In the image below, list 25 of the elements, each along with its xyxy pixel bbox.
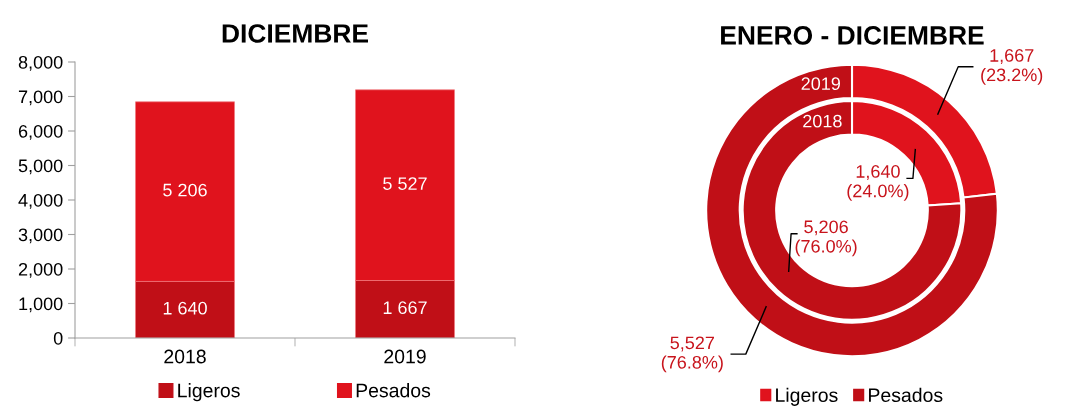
- y-tick-label: 5,000: [18, 159, 63, 175]
- y-tick-label: 3,000: [18, 228, 63, 244]
- slice-label: 2018: [803, 114, 842, 128]
- data-label: 5,527 (76.8%): [661, 336, 723, 373]
- data-label: 1 667: [383, 301, 427, 315]
- legend-label: Pesados: [356, 383, 431, 398]
- data-label: 1,667 (23.2%): [981, 49, 1043, 85]
- y-tick-label: 2,000: [18, 262, 63, 278]
- y-tick-label: 4,000: [18, 193, 63, 209]
- data-label: 5,206 (76.0%): [795, 220, 857, 257]
- legend-label: Ligeros: [776, 387, 838, 406]
- y-tick-label: 6,000: [18, 124, 63, 140]
- y-tick-label: 8,000: [18, 55, 63, 71]
- data-label: 5 206: [163, 183, 207, 197]
- legend-label: Ligeros: [178, 383, 240, 402]
- chart-title: DICIEMBRE: [222, 24, 369, 43]
- y-tick-label: 0: [53, 331, 63, 345]
- data-label: 1 640: [163, 301, 207, 315]
- chart-title: ENERO - DICIEMBRE: [721, 26, 984, 45]
- slice-label: 2019: [801, 77, 841, 91]
- data-label: 1,640 (24.0%): [847, 165, 909, 201]
- data-label: 5 527: [383, 177, 427, 190]
- legend-label: Pesados: [869, 387, 943, 403]
- y-tick-label: 1,000: [19, 297, 63, 313]
- y-tick-label: 7,000: [18, 90, 63, 106]
